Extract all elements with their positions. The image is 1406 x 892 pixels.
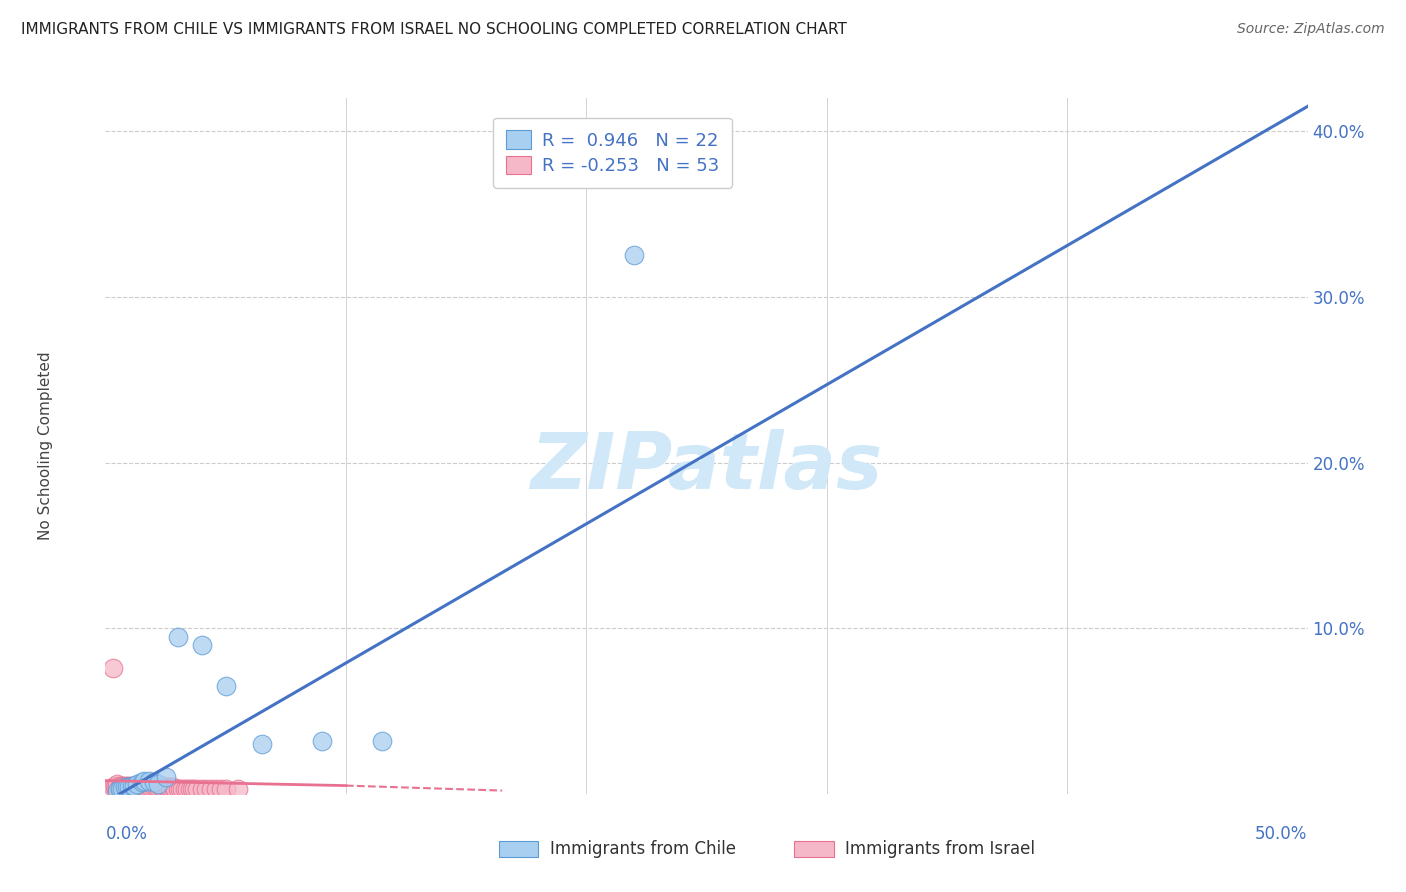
Point xyxy=(132,773,155,788)
Point xyxy=(155,780,177,795)
Point xyxy=(111,779,134,793)
Point xyxy=(101,661,124,675)
Point xyxy=(114,780,136,795)
Point xyxy=(250,737,273,751)
Point xyxy=(115,780,138,795)
Point xyxy=(205,781,228,796)
Point xyxy=(142,775,165,789)
Point xyxy=(214,679,236,693)
Point xyxy=(124,780,146,795)
Point xyxy=(128,780,150,795)
Point xyxy=(107,779,129,793)
Point xyxy=(169,781,191,796)
Point xyxy=(125,777,148,791)
Point xyxy=(104,779,127,793)
Text: 50.0%: 50.0% xyxy=(1256,825,1308,843)
Point xyxy=(132,780,155,795)
Point xyxy=(173,781,195,796)
Point xyxy=(108,779,131,793)
Text: 0.0%: 0.0% xyxy=(105,825,148,843)
Point xyxy=(118,779,141,793)
Text: Immigrants from Chile: Immigrants from Chile xyxy=(550,840,735,858)
Point xyxy=(124,779,146,793)
Point xyxy=(159,780,181,795)
Point xyxy=(183,781,205,796)
Point xyxy=(166,781,188,796)
Point xyxy=(138,773,160,788)
Point xyxy=(190,781,212,796)
Point xyxy=(121,780,143,795)
Point xyxy=(142,780,165,795)
Point xyxy=(186,781,208,796)
Point xyxy=(108,780,131,795)
Point xyxy=(145,780,167,795)
Point xyxy=(114,779,136,793)
Point xyxy=(214,781,236,796)
Point xyxy=(104,780,127,795)
Point xyxy=(190,638,212,652)
Point xyxy=(165,781,187,796)
Point xyxy=(115,780,138,795)
Point xyxy=(166,630,188,644)
Legend: R =  0.946   N = 22, R = -0.253   N = 53: R = 0.946 N = 22, R = -0.253 N = 53 xyxy=(494,118,731,188)
Point xyxy=(195,781,218,796)
Point xyxy=(181,781,204,796)
Point xyxy=(156,780,179,795)
Point xyxy=(162,780,184,795)
Point xyxy=(121,779,143,793)
Point xyxy=(148,777,170,791)
Point xyxy=(107,780,129,795)
Text: Immigrants from Israel: Immigrants from Israel xyxy=(845,840,1035,858)
Point xyxy=(121,779,143,793)
Text: Source: ZipAtlas.com: Source: ZipAtlas.com xyxy=(1237,22,1385,37)
Point xyxy=(226,781,249,796)
Text: IMMIGRANTS FROM CHILE VS IMMIGRANTS FROM ISRAEL NO SCHOOLING COMPLETED CORRELATI: IMMIGRANTS FROM CHILE VS IMMIGRANTS FROM… xyxy=(21,22,846,37)
Point xyxy=(623,248,645,262)
Point xyxy=(107,783,129,797)
Point xyxy=(131,775,153,789)
Point xyxy=(155,770,177,784)
Point xyxy=(152,780,174,795)
Point xyxy=(111,781,134,796)
Point xyxy=(311,734,333,748)
Text: ZIPatlas: ZIPatlas xyxy=(530,429,883,505)
Point xyxy=(149,780,172,795)
Point xyxy=(172,781,194,796)
Point xyxy=(118,780,141,795)
Point xyxy=(111,780,134,795)
Point xyxy=(179,781,201,796)
Point xyxy=(138,780,160,795)
Point xyxy=(115,779,138,793)
Point xyxy=(200,781,222,796)
Point xyxy=(135,780,157,795)
Point xyxy=(118,780,141,795)
Point xyxy=(124,779,146,793)
Point xyxy=(131,780,153,795)
Text: No Schooling Completed: No Schooling Completed xyxy=(38,351,53,541)
Point xyxy=(371,734,394,748)
Point xyxy=(139,780,162,795)
Point xyxy=(101,780,124,795)
Point xyxy=(107,777,129,791)
Point xyxy=(148,780,170,795)
Point xyxy=(209,781,232,796)
Point xyxy=(176,781,198,796)
Point xyxy=(108,781,131,796)
Point xyxy=(125,780,148,795)
Point xyxy=(114,780,136,795)
